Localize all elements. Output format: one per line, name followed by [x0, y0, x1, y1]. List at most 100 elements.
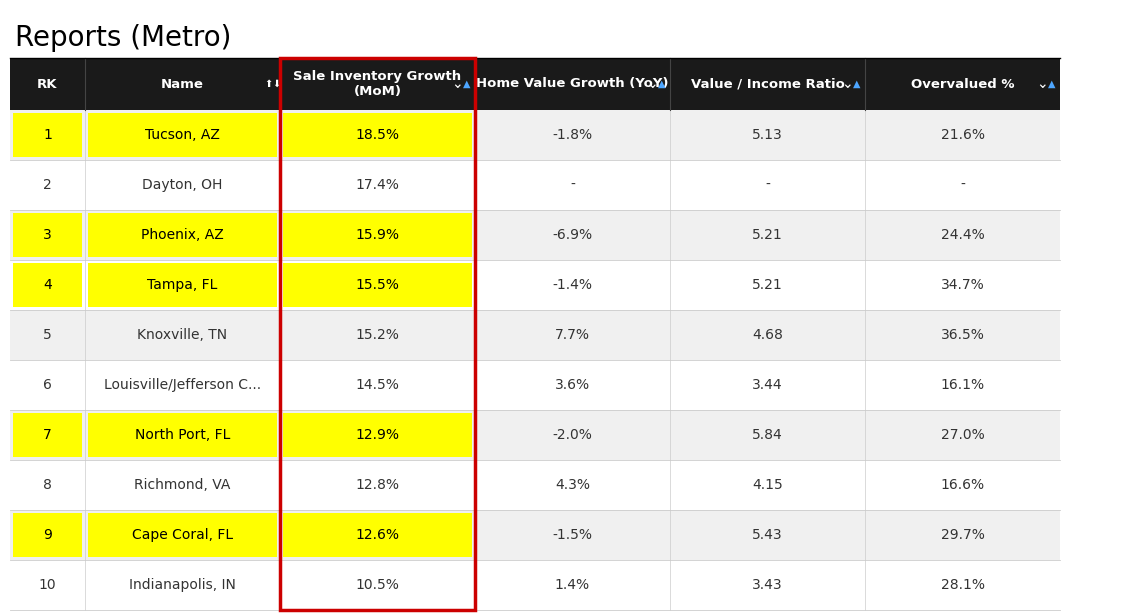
- Text: ▲: ▲: [1048, 79, 1056, 89]
- Text: 5.21: 5.21: [752, 278, 783, 292]
- Text: 18.5%: 18.5%: [355, 128, 400, 142]
- Bar: [10, 58, 1060, 110]
- Text: 3.44: 3.44: [752, 378, 783, 392]
- Text: Home Value Growth (YoY): Home Value Growth (YoY): [477, 77, 669, 90]
- Bar: [283, 513, 472, 557]
- Text: Sale Inventory Growth
(MoM): Sale Inventory Growth (MoM): [294, 70, 462, 98]
- Bar: [280, 58, 475, 610]
- Text: 36.5%: 36.5%: [941, 328, 984, 342]
- Text: North Port, FL: North Port, FL: [135, 428, 230, 442]
- Text: 12.6%: 12.6%: [355, 528, 400, 542]
- Bar: [10, 560, 1060, 610]
- Text: 29.7%: 29.7%: [941, 528, 984, 542]
- Text: -1.8%: -1.8%: [552, 128, 592, 142]
- Text: 5: 5: [43, 328, 51, 342]
- Bar: [10, 260, 1060, 310]
- Text: 5.21: 5.21: [752, 228, 783, 242]
- Text: 6: 6: [43, 378, 51, 392]
- Text: 16.6%: 16.6%: [941, 478, 984, 492]
- Bar: [10, 410, 1060, 460]
- Text: Value / Income Ratio: Value / Income Ratio: [690, 77, 845, 90]
- Text: 15.9%: 15.9%: [355, 228, 400, 242]
- Text: ▲: ▲: [463, 79, 471, 89]
- Bar: [10, 360, 1060, 410]
- Text: 1.4%: 1.4%: [555, 578, 590, 592]
- Text: -1.4%: -1.4%: [552, 278, 592, 292]
- Bar: [13, 513, 82, 557]
- Text: 4: 4: [43, 278, 51, 292]
- Bar: [10, 510, 1060, 560]
- Text: 3.43: 3.43: [752, 578, 783, 592]
- Text: 4.3%: 4.3%: [555, 478, 590, 492]
- Bar: [88, 413, 277, 457]
- Text: Dayton, OH: Dayton, OH: [143, 178, 223, 192]
- Text: 5.13: 5.13: [752, 128, 783, 142]
- Bar: [13, 413, 82, 457]
- Text: 17.4%: 17.4%: [355, 178, 399, 192]
- Text: ⌄: ⌄: [841, 77, 853, 91]
- Bar: [283, 213, 472, 257]
- Text: 8: 8: [43, 478, 51, 492]
- Text: Richmond, VA: Richmond, VA: [135, 478, 231, 492]
- Bar: [283, 413, 472, 457]
- Text: -: -: [765, 178, 770, 192]
- Text: 14.5%: 14.5%: [355, 378, 399, 392]
- Bar: [10, 210, 1060, 260]
- Bar: [13, 113, 82, 157]
- Text: 7: 7: [43, 428, 51, 442]
- Text: 12.9%: 12.9%: [355, 428, 400, 442]
- Text: Louisville/Jefferson C...: Louisville/Jefferson C...: [104, 378, 261, 392]
- Text: 10: 10: [39, 578, 56, 592]
- Text: Tucson, AZ: Tucson, AZ: [145, 128, 219, 142]
- Text: -6.9%: -6.9%: [552, 228, 592, 242]
- Text: Cape Coral, FL: Cape Coral, FL: [131, 528, 233, 542]
- Text: Name: Name: [161, 77, 203, 90]
- Text: 2: 2: [43, 178, 51, 192]
- Text: 27.0%: 27.0%: [941, 428, 984, 442]
- Text: 9: 9: [43, 528, 51, 542]
- Bar: [88, 213, 277, 257]
- Bar: [10, 460, 1060, 510]
- Text: ▲: ▲: [658, 79, 665, 89]
- Bar: [13, 263, 82, 307]
- Text: ⬇: ⬇: [272, 79, 280, 89]
- Text: 24.4%: 24.4%: [941, 228, 984, 242]
- Bar: [88, 113, 277, 157]
- Text: 4.68: 4.68: [752, 328, 783, 342]
- Text: ⌄: ⌄: [1037, 77, 1048, 91]
- Text: Reports (Metro): Reports (Metro): [15, 24, 231, 52]
- Bar: [10, 310, 1060, 360]
- Text: 7.7%: 7.7%: [555, 328, 590, 342]
- Text: 3: 3: [43, 228, 51, 242]
- Text: 3.6%: 3.6%: [555, 378, 590, 392]
- Text: 1: 1: [43, 128, 51, 142]
- Bar: [88, 513, 277, 557]
- Text: -1.5%: -1.5%: [552, 528, 592, 542]
- Text: 15.5%: 15.5%: [355, 278, 399, 292]
- Text: Overvalued %: Overvalued %: [911, 77, 1014, 90]
- Text: RK: RK: [38, 77, 58, 90]
- Text: 10.5%: 10.5%: [355, 578, 399, 592]
- Text: ⌄: ⌄: [451, 77, 463, 91]
- Bar: [10, 110, 1060, 160]
- Text: -: -: [570, 178, 575, 192]
- Bar: [283, 263, 472, 307]
- Text: -: -: [960, 178, 965, 192]
- Text: 5.43: 5.43: [752, 528, 783, 542]
- Text: 16.1%: 16.1%: [941, 378, 984, 392]
- Text: 5.84: 5.84: [752, 428, 783, 442]
- Text: 28.1%: 28.1%: [941, 578, 984, 592]
- Text: 15.2%: 15.2%: [355, 328, 399, 342]
- Bar: [13, 213, 82, 257]
- Bar: [283, 113, 472, 157]
- Text: 12.8%: 12.8%: [355, 478, 400, 492]
- Text: Tampa, FL: Tampa, FL: [147, 278, 217, 292]
- Text: ⬆: ⬆: [264, 79, 272, 89]
- Text: 4.15: 4.15: [752, 478, 783, 492]
- Text: 21.6%: 21.6%: [941, 128, 984, 142]
- Text: Knoxville, TN: Knoxville, TN: [137, 328, 227, 342]
- Text: ▲: ▲: [854, 79, 861, 89]
- Text: Indianapolis, IN: Indianapolis, IN: [129, 578, 235, 592]
- Text: -2.0%: -2.0%: [552, 428, 592, 442]
- Text: 34.7%: 34.7%: [941, 278, 984, 292]
